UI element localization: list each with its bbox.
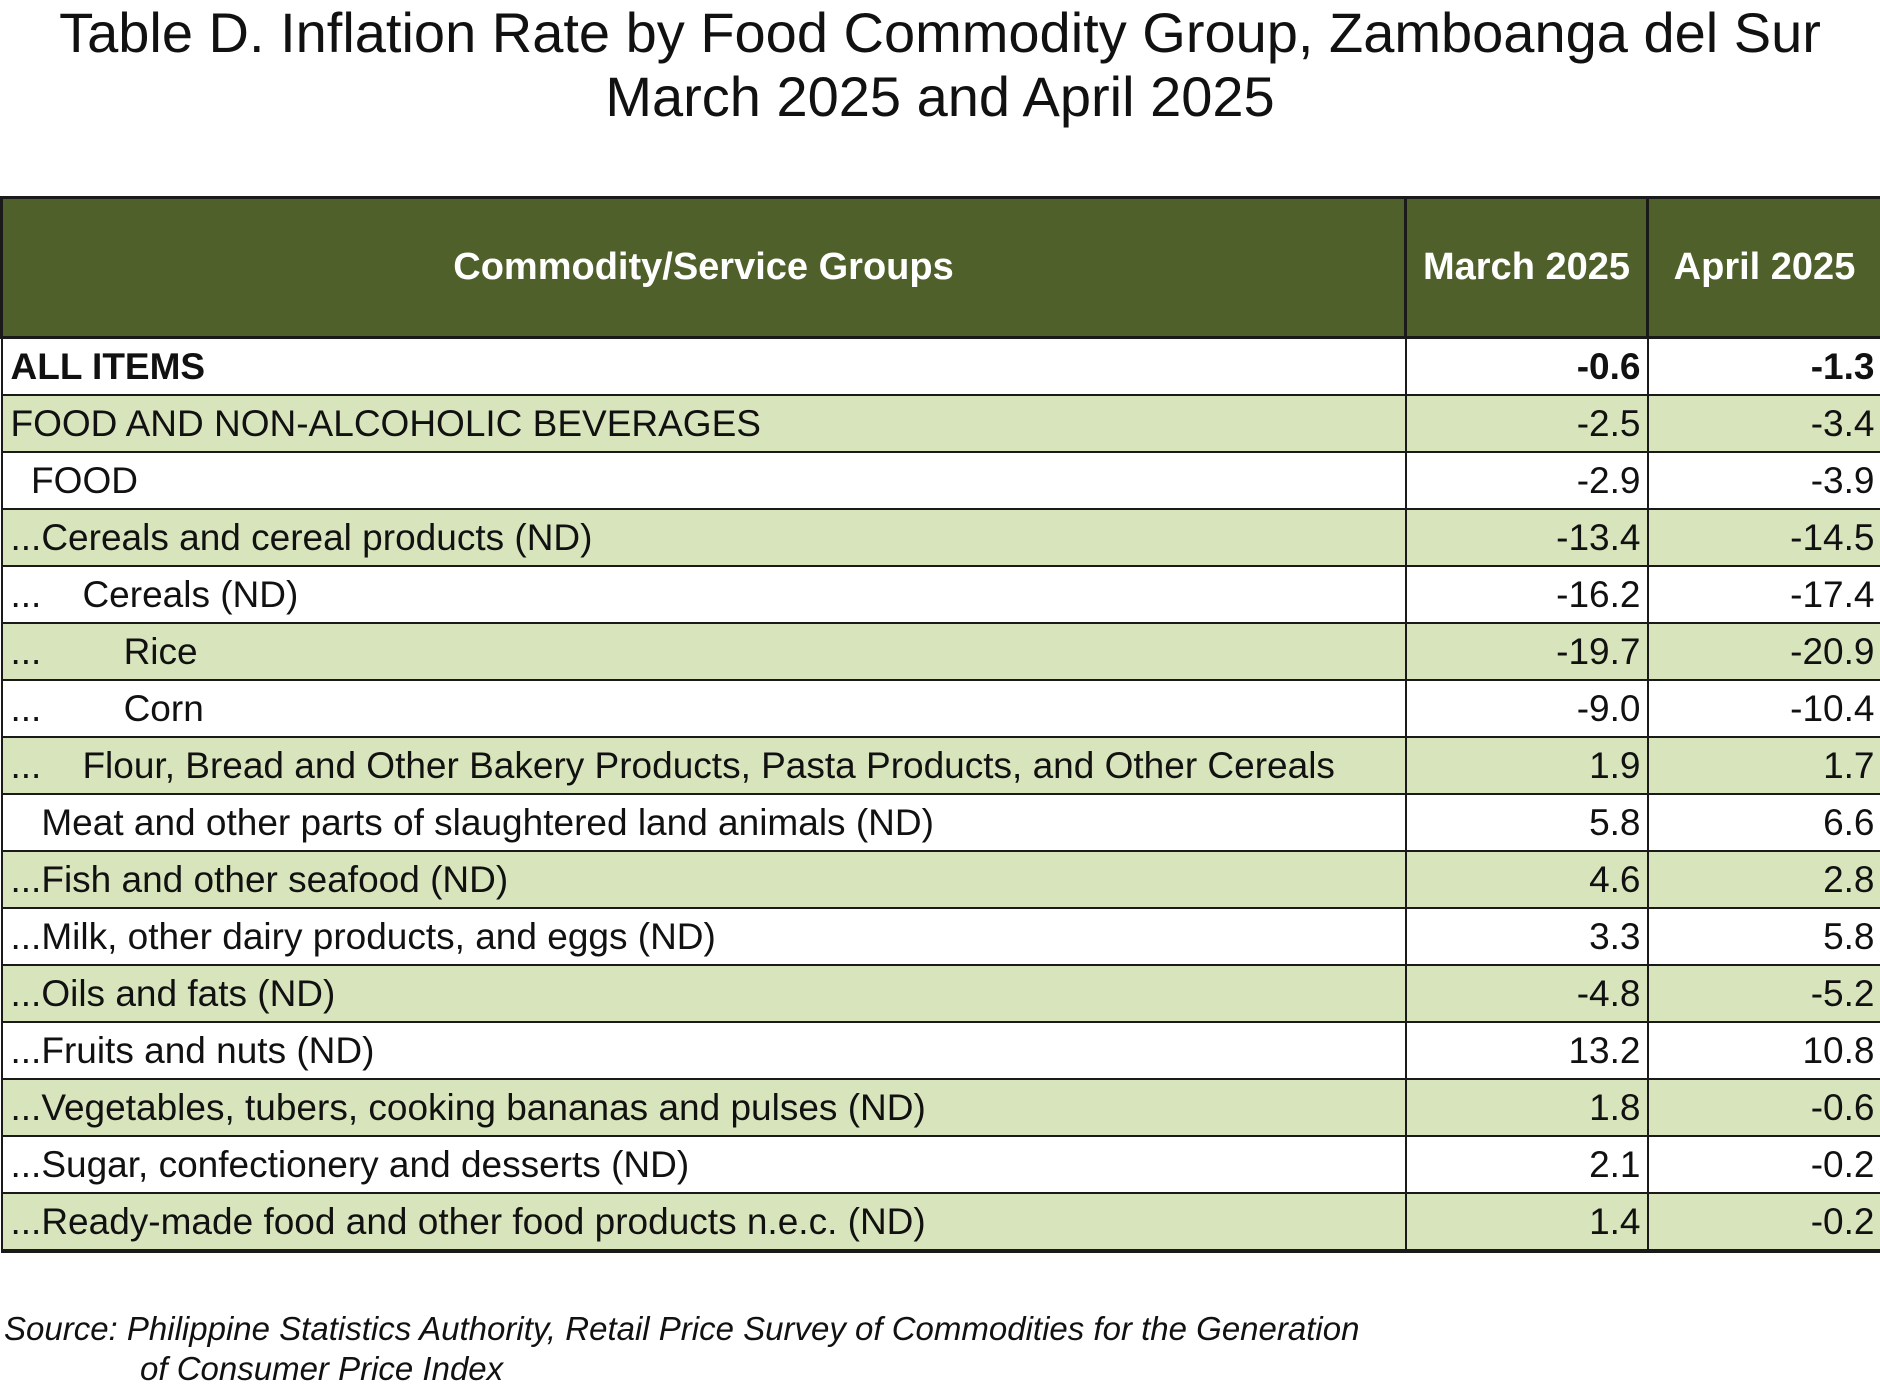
row-march-value: -4.8 — [1406, 965, 1648, 1022]
row-april-value: -1.3 — [1648, 338, 1880, 396]
row-april-value: -17.4 — [1648, 566, 1880, 623]
row-april-value: -0.6 — [1648, 1079, 1880, 1136]
header-march: March 2025 — [1406, 198, 1648, 338]
row-march-value: 1.9 — [1406, 737, 1648, 794]
table-row: FOOD-2.9-3.9 — [2, 452, 1880, 509]
inflation-table: Commodity/Service Groups March 2025 Apri… — [0, 196, 1880, 1253]
row-march-value: -0.6 — [1406, 338, 1648, 396]
row-march-value: 13.2 — [1406, 1022, 1648, 1079]
table-row: ... Cereals (ND)-16.2-17.4 — [2, 566, 1880, 623]
row-april-value: -3.4 — [1648, 395, 1880, 452]
header-commodity: Commodity/Service Groups — [2, 198, 1406, 338]
table-row: ...Ready-made food and other food produc… — [2, 1193, 1880, 1251]
row-label: ... Corn — [2, 680, 1406, 737]
row-label: ...Milk, other dairy products, and eggs … — [2, 908, 1406, 965]
row-april-value: -5.2 — [1648, 965, 1880, 1022]
row-march-value: 5.8 — [1406, 794, 1648, 851]
row-label: FOOD AND NON-ALCOHOLIC BEVERAGES — [2, 395, 1406, 452]
row-april-value: 2.8 — [1648, 851, 1880, 908]
row-march-value: -19.7 — [1406, 623, 1648, 680]
table-row: ALL ITEMS-0.6-1.3 — [2, 338, 1880, 396]
row-label: ...Fish and other seafood (ND) — [2, 851, 1406, 908]
title-line-2: March 2025 and April 2025 — [0, 65, 1880, 129]
table-row: ...Cereals and cereal products (ND)-13.4… — [2, 509, 1880, 566]
row-label: FOOD — [2, 452, 1406, 509]
row-april-value: -0.2 — [1648, 1193, 1880, 1251]
row-march-value: -13.4 — [1406, 509, 1648, 566]
row-march-value: 3.3 — [1406, 908, 1648, 965]
row-label: ...Oils and fats (ND) — [2, 965, 1406, 1022]
table-title: Table D. Inflation Rate by Food Commodit… — [0, 0, 1880, 129]
table-row: ...Milk, other dairy products, and eggs … — [2, 908, 1880, 965]
table-row: ...Sugar, confectionery and desserts (ND… — [2, 1136, 1880, 1193]
row-april-value: 6.6 — [1648, 794, 1880, 851]
row-march-value: 4.6 — [1406, 851, 1648, 908]
row-april-value: -3.9 — [1648, 452, 1880, 509]
table-row: Meat and other parts of slaughtered land… — [2, 794, 1880, 851]
row-label: ... Flour, Bread and Other Bakery Produc… — [2, 737, 1406, 794]
row-march-value: -9.0 — [1406, 680, 1648, 737]
row-label: ...Vegetables, tubers, cooking bananas a… — [2, 1079, 1406, 1136]
row-april-value: 1.7 — [1648, 737, 1880, 794]
row-april-value: 5.8 — [1648, 908, 1880, 965]
row-march-value: 2.1 — [1406, 1136, 1648, 1193]
row-april-value: 10.8 — [1648, 1022, 1880, 1079]
source-line-1: Source: Philippine Statistics Authority,… — [4, 1309, 1359, 1349]
row-march-value: -2.5 — [1406, 395, 1648, 452]
row-label: ...Sugar, confectionery and desserts (ND… — [2, 1136, 1406, 1193]
table-row: ... Flour, Bread and Other Bakery Produc… — [2, 737, 1880, 794]
row-label: ...Cereals and cereal products (ND) — [2, 509, 1406, 566]
row-label: Meat and other parts of slaughtered land… — [2, 794, 1406, 851]
row-march-value: -2.9 — [1406, 452, 1648, 509]
row-label: ALL ITEMS — [2, 338, 1406, 396]
row-march-value: 1.8 — [1406, 1079, 1648, 1136]
row-april-value: -10.4 — [1648, 680, 1880, 737]
row-april-value: -20.9 — [1648, 623, 1880, 680]
source-line-2: of Consumer Price Index — [4, 1349, 1359, 1389]
table-row: ...Vegetables, tubers, cooking bananas a… — [2, 1079, 1880, 1136]
source-note: Source: Philippine Statistics Authority,… — [4, 1309, 1359, 1389]
table-row: ...Oils and fats (ND)-4.8-5.2 — [2, 965, 1880, 1022]
row-label: ... Cereals (ND) — [2, 566, 1406, 623]
row-april-value: -14.5 — [1648, 509, 1880, 566]
header-april: April 2025 — [1648, 198, 1880, 338]
row-label: ...Ready-made food and other food produc… — [2, 1193, 1406, 1251]
row-label: ...Fruits and nuts (ND) — [2, 1022, 1406, 1079]
table-row: FOOD AND NON-ALCOHOLIC BEVERAGES-2.5-3.4 — [2, 395, 1880, 452]
title-line-1: Table D. Inflation Rate by Food Commodit… — [0, 1, 1880, 65]
row-label: ... Rice — [2, 623, 1406, 680]
row-april-value: -0.2 — [1648, 1136, 1880, 1193]
header-row: Commodity/Service Groups March 2025 Apri… — [2, 198, 1880, 338]
table-row: ... Corn-9.0-10.4 — [2, 680, 1880, 737]
row-march-value: -16.2 — [1406, 566, 1648, 623]
row-march-value: 1.4 — [1406, 1193, 1648, 1251]
table-row: ... Rice-19.7-20.9 — [2, 623, 1880, 680]
